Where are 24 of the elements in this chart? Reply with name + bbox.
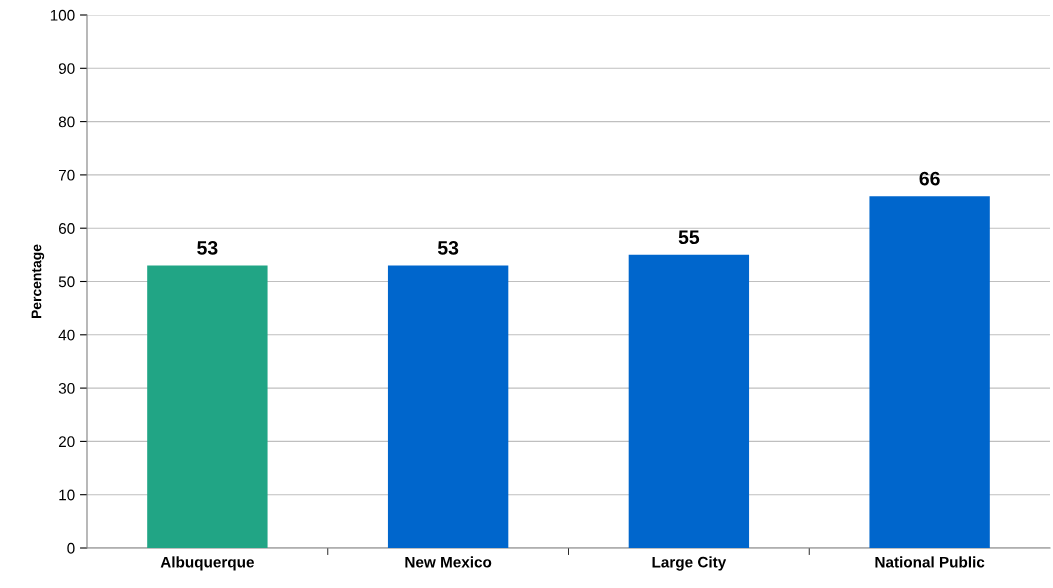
- data-label: 53: [437, 240, 459, 255]
- bar: [387, 265, 509, 548]
- y-tick-label: 20: [58, 436, 75, 448]
- data-label: 55: [678, 230, 700, 245]
- y-tick-label: 40: [58, 329, 75, 341]
- y-tick-label: 0: [67, 542, 75, 554]
- y-tick-label: 80: [58, 116, 75, 128]
- y-tick-label: 10: [59, 489, 75, 501]
- x-tick-label: New Mexico: [405, 556, 492, 568]
- data-label: 66: [919, 171, 940, 186]
- y-tick-label: 30: [58, 382, 75, 394]
- y-tick-label: 50: [58, 276, 75, 288]
- y-tick-label: 60: [58, 223, 75, 234]
- x-tick-label: National Public: [875, 556, 985, 568]
- bar: [628, 254, 750, 548]
- y-axis-title: Percentage: [31, 244, 45, 319]
- x-tick-label: Albuquerque: [160, 556, 254, 571]
- bar: [869, 196, 990, 548]
- bar: [147, 265, 268, 548]
- data-label: 53: [197, 240, 218, 255]
- y-tick-label: 70: [58, 169, 75, 181]
- x-tick-label: Large City: [652, 556, 727, 571]
- y-tick-label: 100: [50, 9, 75, 21]
- y-tick-label: 90: [58, 63, 75, 74]
